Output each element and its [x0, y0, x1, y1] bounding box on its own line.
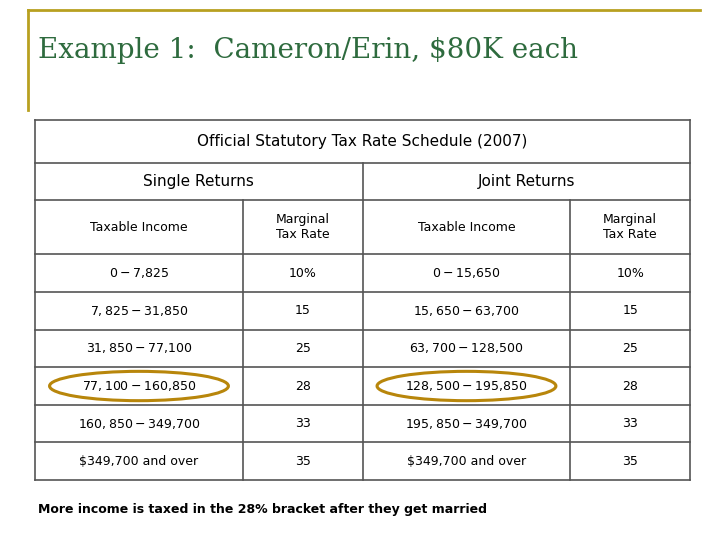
Text: 28: 28 — [294, 380, 310, 393]
Text: $349,700 and over: $349,700 and over — [79, 455, 199, 468]
Text: 25: 25 — [622, 342, 638, 355]
Text: 35: 35 — [622, 455, 638, 468]
Text: 10%: 10% — [616, 267, 644, 280]
Text: 28: 28 — [622, 380, 638, 393]
Text: 15: 15 — [294, 305, 310, 318]
Text: $195,850-$349,700: $195,850-$349,700 — [405, 416, 528, 430]
Text: $349,700 and over: $349,700 and over — [407, 455, 526, 468]
Text: 15: 15 — [622, 305, 638, 318]
Text: 35: 35 — [294, 455, 310, 468]
Text: $15,650-$63,700: $15,650-$63,700 — [413, 304, 520, 318]
Text: 33: 33 — [295, 417, 310, 430]
Text: Taxable Income: Taxable Income — [418, 220, 516, 234]
Text: $31,850-$77,100: $31,850-$77,100 — [86, 341, 192, 355]
Text: Single Returns: Single Returns — [143, 174, 254, 189]
Text: Marginal
Tax Rate: Marginal Tax Rate — [603, 213, 657, 241]
Text: Official Statutory Tax Rate Schedule (2007): Official Statutory Tax Rate Schedule (20… — [197, 134, 528, 149]
Text: Joint Returns: Joint Returns — [477, 174, 575, 189]
Text: $7,825-$31,850: $7,825-$31,850 — [90, 304, 188, 318]
Text: 25: 25 — [294, 342, 310, 355]
Text: 10%: 10% — [289, 267, 317, 280]
Text: Taxable Income: Taxable Income — [90, 220, 188, 234]
Text: $77,100-$160,850: $77,100-$160,850 — [82, 379, 196, 393]
Text: More income is taxed in the 28% bracket after they get married: More income is taxed in the 28% bracket … — [38, 503, 487, 516]
Text: $0-$15,650: $0-$15,650 — [433, 266, 500, 280]
Text: $63,700-$128,500: $63,700-$128,500 — [409, 341, 523, 355]
Text: Marginal
Tax Rate: Marginal Tax Rate — [276, 213, 330, 241]
Text: $160,850-$349,700: $160,850-$349,700 — [78, 416, 200, 430]
Text: 33: 33 — [622, 417, 638, 430]
Text: Example 1:  Cameron/Erin, $80K each: Example 1: Cameron/Erin, $80K each — [38, 37, 578, 64]
Text: $128,500-$195,850: $128,500-$195,850 — [405, 379, 528, 393]
Text: $0-$7,825: $0-$7,825 — [109, 266, 169, 280]
